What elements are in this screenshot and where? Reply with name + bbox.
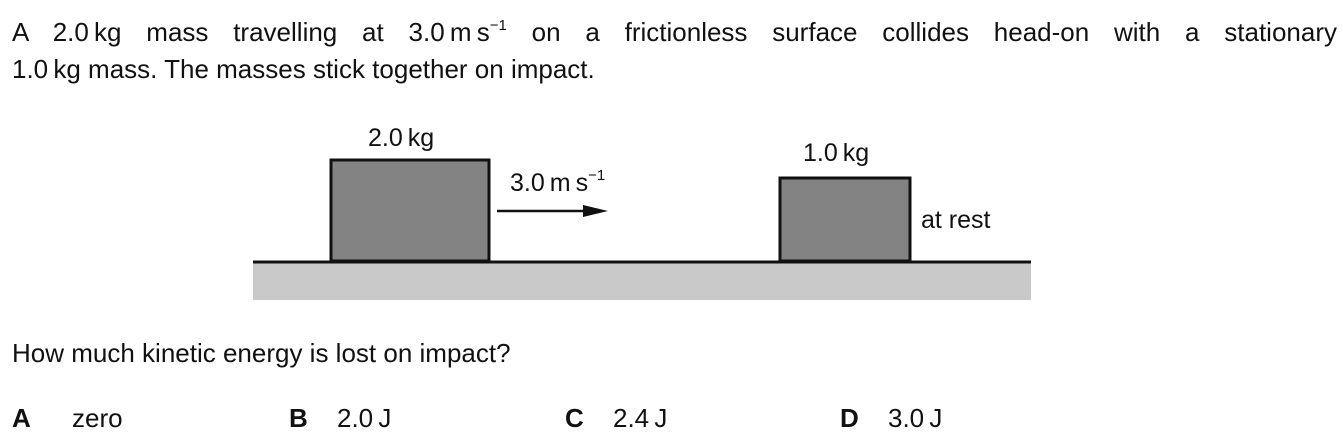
stem-line-1: A 2.0 kg mass travelling at 3.0 m s−1 on…	[12, 17, 1337, 47]
option-letter: D	[840, 403, 859, 433]
option-letter: B	[289, 403, 308, 433]
option-b[interactable]: B 2.0 J	[289, 403, 391, 434]
question-stem: A 2.0 kg mass travelling at 3.0 m s−1 on…	[12, 14, 1337, 88]
stem-line-2: 1.0 kg mass. The masses stick together o…	[12, 54, 595, 84]
option-text: 3.0 J	[888, 403, 943, 433]
question-text: How much kinetic energy is lost on impac…	[12, 338, 511, 368]
mass-block-right	[778, 176, 912, 263]
option-text: 2.4 J	[613, 403, 668, 433]
option-letter: C	[565, 403, 584, 433]
surface-fill	[253, 262, 1031, 300]
option-text: zero	[72, 403, 123, 433]
option-letter: A	[12, 403, 31, 433]
option-c[interactable]: C 2.4 J	[565, 403, 667, 434]
mass-block-left	[329, 158, 491, 263]
rest-label: at rest	[921, 206, 991, 234]
stem-exponent: −1	[489, 17, 507, 34]
option-d[interactable]: D 3.0 J	[840, 403, 942, 434]
velocity-label: 3.0 m s−1	[510, 167, 605, 197]
mass-right-label: 1.0 kg	[803, 139, 869, 167]
velocity-arrow-icon	[497, 205, 608, 217]
option-text: 2.0 J	[337, 403, 392, 433]
mass-left-label: 2.0 kg	[368, 124, 434, 152]
